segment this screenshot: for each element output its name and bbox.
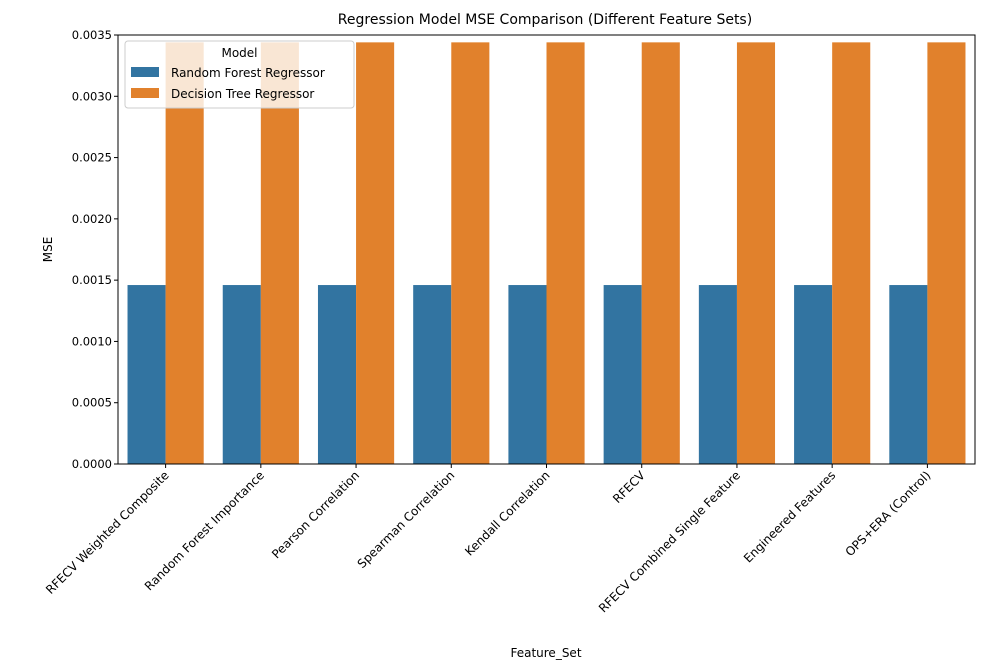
x-tick-label: Kendall Correlation <box>462 468 552 558</box>
x-tick-label: Engineered Features <box>741 468 838 565</box>
bar-decision-tree-0 <box>165 42 204 465</box>
x-tick-label: Spearman Correlation <box>355 468 458 571</box>
bar-decision-tree-2 <box>356 42 395 465</box>
legend-title: Model <box>221 46 257 60</box>
y-tick-label: 0.0000 <box>72 457 112 471</box>
bar-random-forest-7 <box>794 285 833 464</box>
chart-title: Regression Model MSE Comparison (Differe… <box>338 12 752 28</box>
bar-random-forest-4 <box>508 285 547 464</box>
bar-random-forest-6 <box>698 285 737 464</box>
x-tick-label: OPS+ERA (Control) <box>843 468 934 559</box>
legend-swatch-1 <box>131 88 159 98</box>
y-axis-label: MSE <box>41 237 55 263</box>
bar-random-forest-5 <box>603 285 642 464</box>
bar-random-forest-2 <box>317 285 357 464</box>
x-axis-label: Feature_Set <box>510 646 581 660</box>
bar-random-forest-3 <box>413 285 452 464</box>
y-tick-label: 0.0025 <box>72 151 112 165</box>
y-tick-label: 0.0030 <box>72 89 112 103</box>
y-tick-label: 0.0010 <box>72 334 112 348</box>
bars-layer <box>127 42 966 465</box>
bar-random-forest-1 <box>222 285 261 464</box>
x-tick-label: Pearson Correlation <box>269 468 362 561</box>
legend-box <box>124 40 355 109</box>
bar-decision-tree-1 <box>260 42 299 465</box>
bar-decision-tree-5 <box>641 42 680 465</box>
bar-decision-tree-6 <box>736 42 776 465</box>
y-tick-label: 0.0020 <box>72 212 112 226</box>
bar-decision-tree-3 <box>451 42 490 465</box>
y-tick-label: 0.0005 <box>72 396 112 410</box>
bar-random-forest-0 <box>127 285 166 464</box>
bar-random-forest-8 <box>889 285 928 464</box>
legend-swatch-0 <box>131 67 159 77</box>
bar-decision-tree-7 <box>832 42 871 465</box>
y-axis: 0.0000 0.0005 0.0010 0.0015 0.0020 0.0025 0.00… <box>72 28 118 471</box>
bar-decision-tree-8 <box>927 42 966 465</box>
x-tick-label: RFECV <box>610 468 648 506</box>
plot-frame <box>117 34 976 465</box>
legend: Model Random Forest Regressor Decision Tre… <box>124 40 355 109</box>
y-tick-label: 0.0035 <box>72 28 112 42</box>
legend-label-0: Random Forest Regressor <box>171 66 325 80</box>
legend-label-1: Decision Tree Regressor <box>171 87 314 101</box>
y-tick-label: 0.0015 <box>72 273 112 287</box>
bar-decision-tree-4 <box>546 42 585 465</box>
